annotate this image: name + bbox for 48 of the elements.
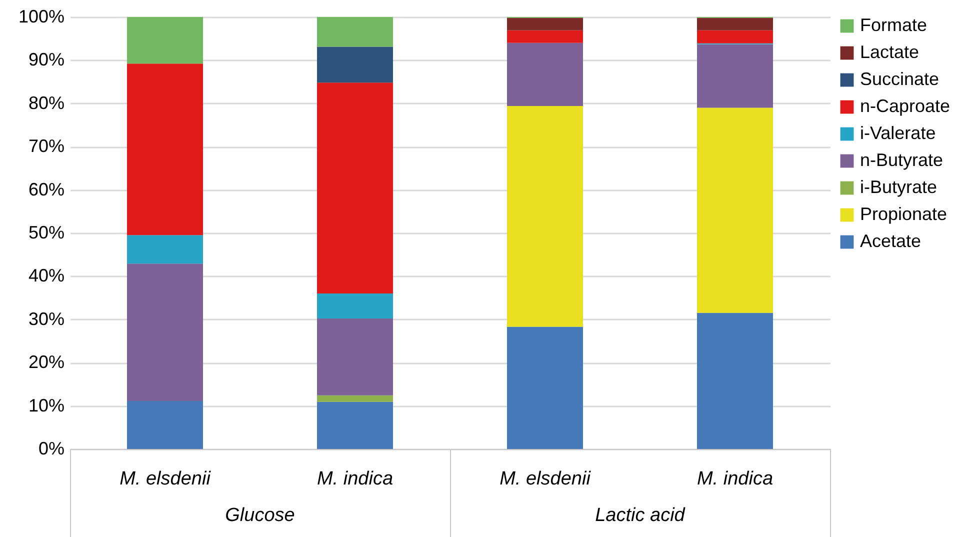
bar — [317, 17, 393, 47]
y-tick-label: 30% — [28, 308, 64, 329]
bar — [697, 30, 773, 44]
y-tick-label: 80% — [28, 92, 64, 113]
bar — [317, 318, 393, 396]
bar — [317, 395, 393, 402]
x-tick-label: M. elsdenii — [120, 468, 212, 490]
bar — [697, 44, 773, 108]
y-tick-label: 40% — [28, 266, 64, 286]
legend-label: i-Valerate — [860, 123, 936, 143]
legend-label: i-Butyrate — [860, 177, 938, 197]
y-tick-label: 70% — [28, 136, 64, 156]
bar — [507, 18, 583, 30]
y-tick-label: 60% — [28, 179, 64, 200]
bar — [697, 108, 773, 313]
y-tick-label: 100% — [18, 6, 64, 26]
legend-label: Lactate — [860, 42, 920, 62]
bar — [127, 264, 203, 402]
bar — [127, 235, 203, 264]
bar — [127, 17, 203, 64]
bar — [127, 64, 203, 236]
x-tick-label: M. elsdenii — [500, 468, 592, 490]
legend-label: Propionate — [860, 204, 948, 224]
legend-label: n-Caproate — [860, 96, 950, 116]
bar — [317, 402, 393, 449]
y-tick-label: 10% — [28, 395, 64, 416]
x-tick-label: M. indica — [696, 468, 774, 490]
legend-label: n-Butyrate — [860, 150, 944, 170]
bar — [317, 46, 393, 83]
bar — [317, 293, 393, 319]
y-tick-label: 90% — [28, 50, 64, 70]
bar — [697, 18, 773, 30]
text: Glucose — [224, 505, 296, 527]
y-tick-label: 20% — [28, 352, 64, 372]
bar — [507, 30, 583, 43]
bar — [697, 312, 773, 449]
bar — [317, 82, 393, 294]
x-tick-label: M. indica — [316, 468, 394, 490]
legend-label: Acetate — [860, 231, 922, 251]
bar — [127, 401, 203, 449]
bar — [507, 326, 583, 449]
y-tick-label: 50% — [28, 222, 64, 242]
legend-label: Formate — [860, 15, 928, 35]
legend-label: Succinate — [860, 69, 940, 89]
y-tick-label: 0% — [38, 438, 64, 458]
bar — [507, 106, 583, 327]
text: Lactic acid — [594, 505, 686, 527]
bar — [507, 42, 583, 106]
